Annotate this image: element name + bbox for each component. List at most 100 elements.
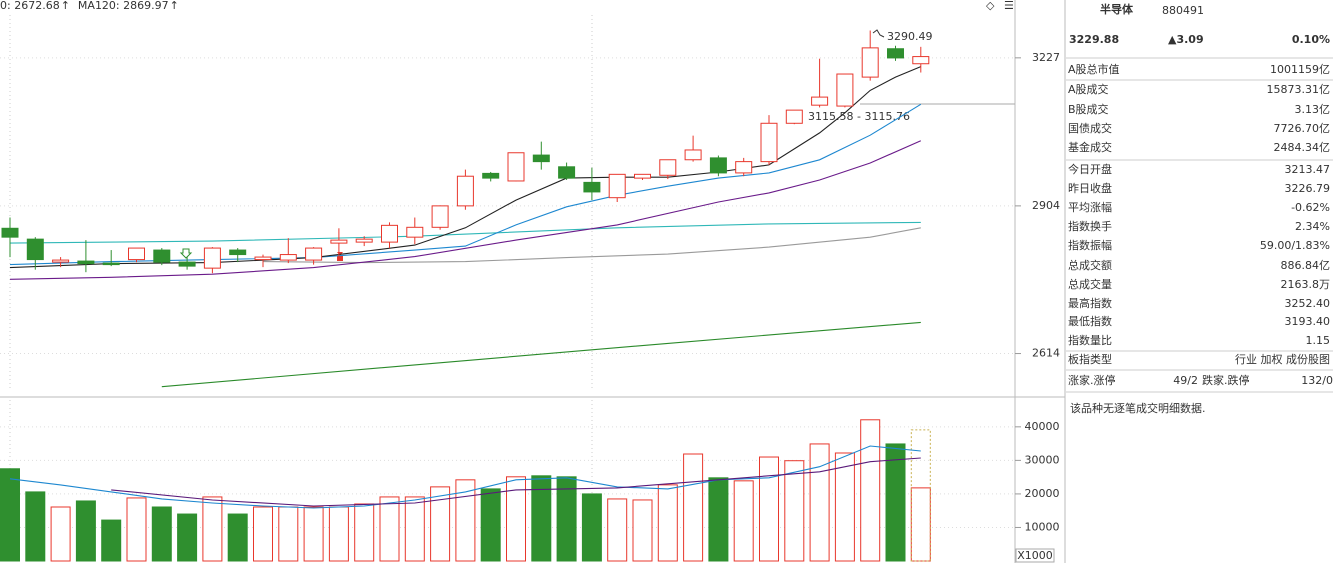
volume-bar bbox=[657, 484, 678, 562]
row-value: 3.13亿 bbox=[1295, 103, 1331, 116]
row-value: 1001159亿 bbox=[1270, 63, 1330, 76]
breadth-label: 跌家.跌停 bbox=[1202, 373, 1250, 387]
row-value: 2.34% bbox=[1295, 220, 1330, 233]
candle-body bbox=[634, 173, 651, 179]
volume-bar bbox=[556, 476, 577, 562]
row-label: 基金成交 bbox=[1068, 140, 1112, 154]
row-label: 总成交量 bbox=[1068, 277, 1112, 291]
y-tick-label: 20000 bbox=[1025, 487, 1060, 500]
high-pointer bbox=[872, 29, 885, 38]
candle-body bbox=[887, 48, 904, 59]
candle-body bbox=[178, 261, 196, 267]
candle-body bbox=[659, 159, 677, 176]
row-label: 指数振幅 bbox=[1068, 238, 1112, 252]
volume-bar bbox=[202, 496, 223, 562]
volume-ma-line bbox=[9, 445, 921, 509]
volume-bar bbox=[354, 503, 375, 562]
candle-body bbox=[456, 175, 474, 207]
candle-body bbox=[558, 166, 576, 179]
price: 3229.88 bbox=[1069, 33, 1119, 46]
icon[interactable]: ☰ bbox=[1004, 0, 1014, 12]
sell-marker bbox=[179, 248, 193, 259]
icon[interactable]: ◇ bbox=[986, 0, 995, 12]
volume-bar bbox=[151, 506, 172, 562]
ma-line bbox=[9, 103, 922, 266]
volume-bar bbox=[430, 486, 451, 562]
candle-body bbox=[811, 96, 829, 106]
volume-bar bbox=[607, 498, 628, 562]
y-tick-label: 2904 bbox=[1032, 199, 1060, 212]
y-tick-label: 40000 bbox=[1025, 420, 1060, 433]
candle-body bbox=[305, 247, 323, 261]
panel-note: 该品种无逐笔成交明细数据. bbox=[1070, 401, 1206, 415]
volume-bar bbox=[809, 443, 830, 562]
y-tick-label: 2614 bbox=[1032, 347, 1060, 360]
candle-body bbox=[861, 47, 879, 78]
volume-bar bbox=[328, 506, 349, 562]
row-label: 国债成交 bbox=[1068, 121, 1112, 135]
row-label: B股成交 bbox=[1068, 102, 1109, 116]
candle-body bbox=[330, 239, 348, 244]
unit-label: X1000 bbox=[1017, 549, 1053, 562]
volume-bar bbox=[784, 460, 805, 562]
row-label: 指数换手 bbox=[1068, 219, 1112, 233]
candle-body bbox=[153, 249, 171, 263]
volume-bar bbox=[0, 468, 20, 562]
row-label: A股成交 bbox=[1068, 82, 1109, 96]
breadth-label: 涨家.涨停 bbox=[1068, 373, 1116, 387]
row-label: 总成交额 bbox=[1068, 258, 1112, 272]
candle-body bbox=[709, 157, 727, 174]
volume-bar bbox=[834, 452, 855, 562]
row-value: 886.84亿 bbox=[1281, 259, 1331, 272]
volume-bar bbox=[50, 506, 71, 562]
candle-body bbox=[203, 247, 221, 269]
candle-body bbox=[684, 149, 702, 161]
volume-bar bbox=[278, 506, 299, 562]
legend-arrow: ↑ bbox=[61, 0, 70, 12]
row-value: 3252.40 bbox=[1285, 297, 1331, 310]
row-label: 昨日收盘 bbox=[1068, 181, 1112, 195]
row-value: 1.15 bbox=[1306, 334, 1331, 347]
candle-body bbox=[760, 122, 778, 163]
candle-body bbox=[279, 254, 297, 261]
candle-body bbox=[102, 262, 120, 266]
ma-line bbox=[9, 140, 922, 280]
candle-body bbox=[482, 172, 500, 179]
candle-body bbox=[431, 205, 449, 228]
row-value: 15873.31亿 bbox=[1267, 83, 1331, 96]
candle-body bbox=[836, 73, 854, 107]
candle-body bbox=[406, 226, 424, 238]
volume-bar bbox=[126, 497, 147, 562]
volume-bar bbox=[885, 443, 906, 562]
legend-item: MA120: 2869.97 bbox=[78, 0, 169, 12]
volume-bar bbox=[303, 506, 324, 562]
candle-body bbox=[229, 249, 247, 256]
volume-bar bbox=[253, 506, 273, 562]
row-value: 7726.70亿 bbox=[1274, 122, 1331, 135]
candle-body bbox=[128, 247, 145, 261]
volume-bar bbox=[404, 496, 425, 562]
row-value: 3193.40 bbox=[1285, 315, 1331, 328]
volume-bar bbox=[683, 453, 704, 562]
row-label: 平均涨幅 bbox=[1068, 201, 1112, 214]
breadth-value: 49/2 bbox=[1173, 374, 1198, 387]
volume-bar bbox=[101, 519, 122, 562]
volume-bar bbox=[860, 419, 881, 562]
volume-bar bbox=[581, 493, 602, 562]
annotation: 3115.58 - 3115.76 bbox=[808, 110, 910, 123]
candle-body bbox=[735, 161, 753, 174]
candle-body bbox=[1, 227, 19, 238]
row-value: 2163.8万 bbox=[1281, 278, 1331, 291]
row-label: 今日开盘 bbox=[1068, 162, 1112, 176]
row-label: 指数量比 bbox=[1068, 333, 1112, 347]
row-value: -0.62% bbox=[1291, 201, 1330, 214]
row-value: 3226.79 bbox=[1285, 182, 1331, 195]
breadth-value: 132/0 bbox=[1301, 374, 1333, 387]
row-label: 最高指数 bbox=[1068, 296, 1112, 310]
volume-bar bbox=[480, 488, 501, 562]
row-label: 板指类型 bbox=[1068, 352, 1112, 366]
candle-body bbox=[355, 238, 373, 243]
row-value: 59.00/1.83% bbox=[1260, 239, 1330, 252]
